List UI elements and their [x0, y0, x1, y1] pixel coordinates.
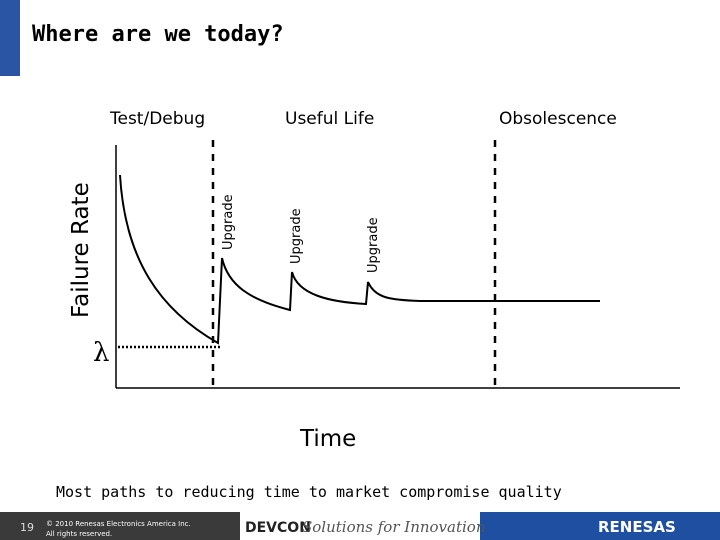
caption: Most paths to reducing time to market co… [56, 483, 562, 501]
rights: All rights reserved. [46, 530, 112, 538]
x-axis-label: Time [299, 426, 356, 452]
phase-label: Test/Debug [109, 109, 205, 129]
copyright: © 2010 Renesas Electronics America Inc. [46, 520, 191, 528]
baseline-label: λ [93, 338, 109, 368]
footer-middle [240, 512, 480, 540]
y-axis-label: Failure Rate [68, 182, 94, 318]
event-name: DEVCON [245, 520, 311, 536]
failure-curve [119, 174, 600, 345]
page-number: 19 [20, 521, 34, 534]
tagline: Solutions for Innovation [302, 518, 485, 536]
event-label: Upgrade [366, 217, 381, 273]
phase-label: Useful Life [285, 109, 374, 129]
phase-label: Obsolescence [499, 109, 617, 129]
event-label: Upgrade [221, 194, 236, 250]
company-logo: RENESAS [598, 518, 676, 536]
event-label: Upgrade [289, 208, 304, 264]
slide-title: Where are we today? [32, 22, 284, 47]
footer-left [0, 512, 240, 540]
accent-bar [0, 0, 20, 76]
footer-right [480, 512, 720, 540]
